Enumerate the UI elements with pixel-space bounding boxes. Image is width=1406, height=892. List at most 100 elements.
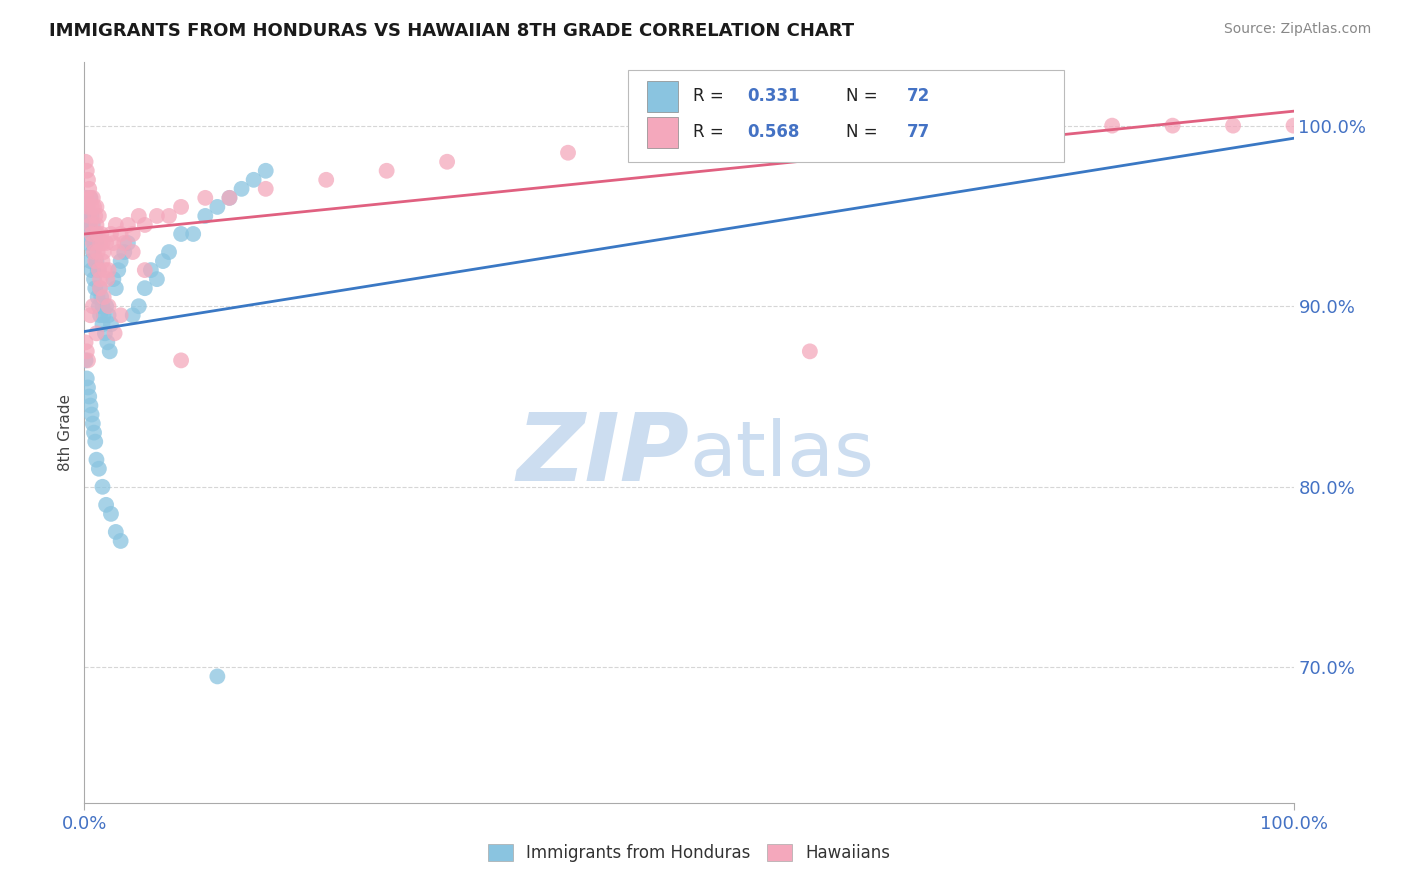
Point xyxy=(152,254,174,268)
FancyBboxPatch shape xyxy=(647,117,678,148)
Point xyxy=(231,182,253,196)
Point xyxy=(80,408,103,422)
Text: R =: R = xyxy=(693,87,723,104)
Point xyxy=(82,299,104,313)
Point xyxy=(82,218,104,232)
Point xyxy=(134,263,156,277)
Point xyxy=(110,308,132,322)
Point xyxy=(96,272,118,286)
Point xyxy=(75,191,97,205)
Point xyxy=(799,344,821,359)
Point xyxy=(87,263,110,277)
Point xyxy=(75,353,97,368)
Point xyxy=(100,507,122,521)
Point xyxy=(218,191,240,205)
Point xyxy=(920,136,942,151)
Text: 77: 77 xyxy=(907,123,929,141)
Point xyxy=(254,182,277,196)
Point xyxy=(87,209,110,223)
Y-axis label: 8th Grade: 8th Grade xyxy=(58,394,73,471)
Point xyxy=(77,380,100,394)
Point xyxy=(76,227,98,241)
Point xyxy=(82,235,104,250)
Point xyxy=(82,191,104,205)
Point xyxy=(96,335,118,350)
Point xyxy=(94,498,117,512)
Point xyxy=(83,272,105,286)
Point xyxy=(117,218,139,232)
Point xyxy=(86,245,108,260)
Point xyxy=(194,209,217,223)
Point xyxy=(75,154,97,169)
Point xyxy=(77,209,100,223)
Text: N =: N = xyxy=(846,123,877,141)
Point xyxy=(980,128,1002,142)
Point xyxy=(80,209,103,223)
Point xyxy=(104,281,127,295)
Point xyxy=(170,227,193,241)
Point xyxy=(128,209,150,223)
Text: Source: ZipAtlas.com: Source: ZipAtlas.com xyxy=(1223,22,1371,37)
Point xyxy=(94,263,117,277)
Point xyxy=(86,200,108,214)
Point xyxy=(93,245,115,260)
Point xyxy=(79,254,101,268)
Point xyxy=(117,235,139,250)
Point xyxy=(76,344,98,359)
Point xyxy=(91,318,114,332)
Point xyxy=(103,235,125,250)
Point xyxy=(103,272,125,286)
Text: 0.568: 0.568 xyxy=(747,123,800,141)
Point xyxy=(146,209,169,223)
Point xyxy=(86,452,108,467)
Point xyxy=(86,326,108,341)
Point xyxy=(86,290,108,304)
Point xyxy=(678,145,700,160)
Point xyxy=(80,263,103,277)
Point xyxy=(89,272,111,286)
Point xyxy=(112,245,135,260)
Text: R =: R = xyxy=(693,123,723,141)
Point xyxy=(89,235,111,250)
Point xyxy=(97,308,120,322)
Point xyxy=(83,425,105,440)
Point xyxy=(83,235,105,250)
Point xyxy=(91,480,114,494)
Point xyxy=(170,353,193,368)
Point xyxy=(84,281,107,295)
Point xyxy=(107,245,129,260)
Point xyxy=(84,227,107,241)
Point xyxy=(90,290,112,304)
Point xyxy=(557,145,579,160)
Point xyxy=(107,263,129,277)
Point xyxy=(76,371,98,385)
Point xyxy=(94,326,117,341)
Point xyxy=(90,227,112,241)
Point xyxy=(87,299,110,313)
Point xyxy=(87,263,110,277)
Point xyxy=(79,399,101,413)
Point xyxy=(254,163,277,178)
Point xyxy=(1222,119,1244,133)
Point xyxy=(80,200,103,214)
Point xyxy=(94,235,117,250)
FancyBboxPatch shape xyxy=(647,81,678,112)
Text: IMMIGRANTS FROM HONDURAS VS HAWAIIAN 8TH GRADE CORRELATION CHART: IMMIGRANTS FROM HONDURAS VS HAWAIIAN 8TH… xyxy=(49,22,855,40)
Point xyxy=(100,318,122,332)
Point xyxy=(75,335,97,350)
Point xyxy=(91,299,114,313)
Point xyxy=(207,200,229,214)
Point xyxy=(79,191,101,205)
Point xyxy=(77,218,100,232)
Point xyxy=(86,235,108,250)
Point xyxy=(77,353,100,368)
Point xyxy=(100,227,122,241)
Point xyxy=(104,326,127,341)
Point xyxy=(799,136,821,151)
Point xyxy=(207,669,229,683)
Point xyxy=(77,200,100,214)
Text: ZIP: ZIP xyxy=(516,409,689,500)
Point xyxy=(83,200,105,214)
Point xyxy=(76,191,98,205)
Point xyxy=(82,245,104,260)
